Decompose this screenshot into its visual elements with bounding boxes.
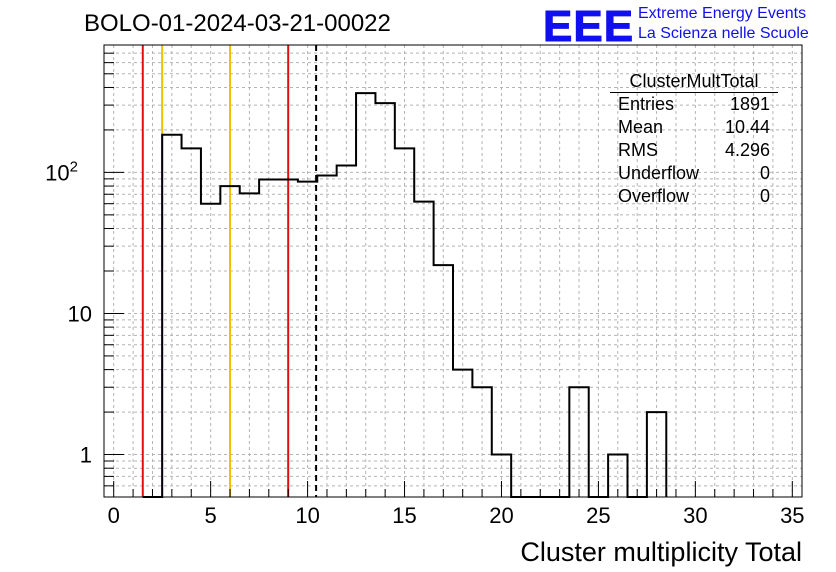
- stats-row: RMS 4.296: [610, 139, 778, 162]
- x-tick-label: 30: [683, 503, 707, 528]
- logo-caption: Extreme Energy Events La Scienza nelle S…: [638, 4, 809, 44]
- stats-label: RMS: [618, 140, 658, 160]
- x-tick-label: 35: [780, 503, 804, 528]
- logo-caption-line2: La Scienza nelle Scuole: [638, 25, 809, 42]
- x-tick-label: 20: [489, 503, 513, 528]
- stats-label: Overflow: [618, 186, 690, 206]
- x-tick-label: 25: [586, 503, 610, 528]
- stats-value: 10.44: [724, 117, 770, 137]
- stats-value: 0: [759, 163, 770, 183]
- chart-title: BOLO-01-2024-03-21-00022: [84, 10, 391, 37]
- stats-row: Mean 10.44: [610, 116, 778, 139]
- x-tick-label: 0: [108, 503, 120, 528]
- y-axis: 1 10 102: [45, 52, 124, 487]
- stats-row: Overflow 0: [610, 185, 778, 208]
- x-tick-label: 10: [295, 503, 319, 528]
- eee-logo: EEE: [542, 2, 635, 52]
- stats-row: Entries 1891: [610, 93, 778, 116]
- x-axis: 0 5 10 15 20 25 30 35: [108, 481, 805, 528]
- x-tick-label: 15: [392, 503, 416, 528]
- stats-value: 1891: [729, 94, 770, 114]
- stats-box: ClusterMultTotal Entries 1891 Mean 10.44…: [610, 70, 778, 208]
- logo-caption-line1: Extreme Energy Events: [638, 5, 807, 22]
- histogram-outline: [142, 92, 668, 498]
- y-tick-label: 102: [45, 158, 78, 185]
- stats-label: Mean: [618, 117, 664, 137]
- stats-label: Entries: [618, 94, 675, 114]
- stats-title: ClusterMultTotal: [610, 70, 778, 93]
- x-tick-label: 5: [205, 503, 217, 528]
- stats-value: 0: [759, 186, 770, 206]
- stats-row: Underflow 0: [610, 162, 778, 185]
- y-tick-label: 10: [68, 301, 92, 326]
- x-axis-label: Cluster multiplicity Total: [520, 537, 802, 567]
- stats-label: Underflow: [618, 163, 700, 183]
- y-tick-label: 1: [80, 443, 92, 468]
- stats-value: 4.296: [724, 140, 770, 160]
- histogram-series: [142, 92, 668, 498]
